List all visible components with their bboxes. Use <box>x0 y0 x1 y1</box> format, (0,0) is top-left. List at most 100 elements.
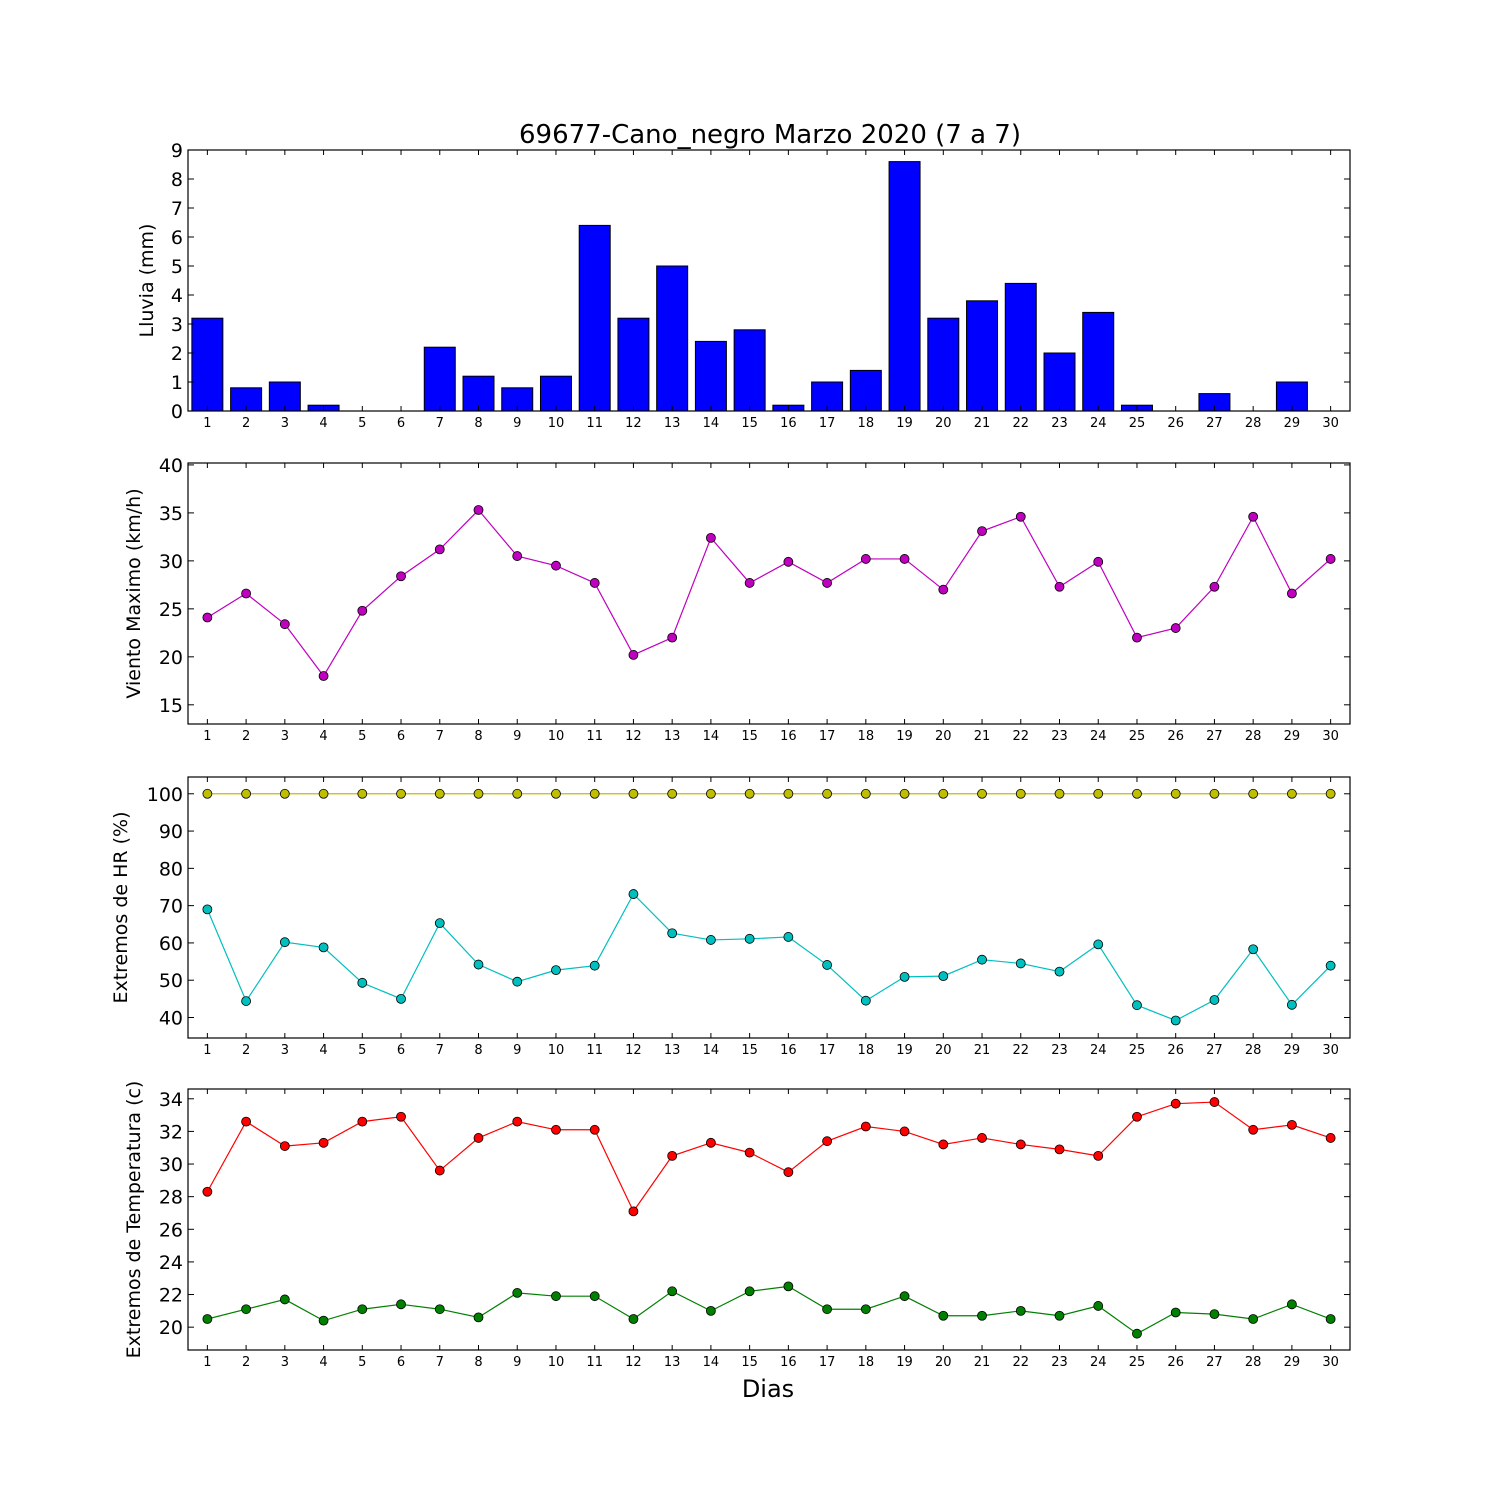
series-2-point <box>589 960 600 971</box>
series-2-point <box>241 996 252 1006</box>
x-tick-label: 4 <box>319 1355 327 1370</box>
x-tick-label: 11 <box>586 729 603 744</box>
series-2-point <box>1015 1305 1026 1316</box>
rain-bar <box>927 317 960 412</box>
series-1-point <box>1325 1133 1336 1143</box>
x-tick-label: 20 <box>935 729 952 744</box>
x-tick-label: 7 <box>436 729 444 744</box>
x-tick-label: 2 <box>242 1043 250 1058</box>
x-tick-label: 12 <box>625 1043 642 1058</box>
x-tick-label: 2 <box>242 729 250 744</box>
series-2-point <box>357 977 368 988</box>
y-tick-label: 40 <box>159 455 183 477</box>
series-1-point <box>977 526 987 537</box>
y-axis-label: Extremos de HR (%) <box>110 811 132 1003</box>
x-tick-label: 19 <box>896 1043 913 1058</box>
x-tick-label: 3 <box>281 729 289 744</box>
x-tick-label: 27 <box>1206 1043 1223 1058</box>
x-tick-label: 22 <box>1012 1355 1029 1370</box>
y-tick-label: 4 <box>171 285 183 307</box>
panel-3: 1 2 3 4 5 6 7 8 9 10 11 12 13 14 15 16 17 18 19 20 21 22 23 24 2… <box>110 776 1351 1058</box>
series-1-point <box>860 788 871 799</box>
y-tick-label: 24 <box>159 1252 183 1274</box>
series-1-point <box>241 588 252 599</box>
x-tick-label: 25 <box>1129 416 1146 431</box>
series-1-point <box>551 560 561 571</box>
x-tick-label: 28 <box>1245 416 1262 431</box>
series-1-point <box>744 788 755 799</box>
series-1-point <box>744 578 755 588</box>
series-1-point <box>1170 1098 1181 1109</box>
x-tick-label: 29 <box>1284 416 1301 431</box>
series-2-point <box>241 1304 252 1315</box>
series-1-point <box>551 1124 561 1135</box>
x-tick-label: 21 <box>974 416 991 431</box>
rain-bar <box>656 265 689 412</box>
x-tick-label: 22 <box>1012 729 1029 744</box>
series-1-point <box>1093 556 1104 567</box>
series-1-point <box>589 1124 600 1135</box>
y-tick-label: 0 <box>171 401 183 423</box>
y-axis-label: Lluvia (mm) <box>136 224 158 338</box>
y-tick-label: 8 <box>171 169 183 191</box>
y-tick-label: 100 <box>147 784 183 806</box>
series-1-point <box>551 788 561 799</box>
x-tick-label: 13 <box>664 729 681 744</box>
x-tick-label: 20 <box>935 1043 952 1058</box>
x-tick-label: 19 <box>896 1355 913 1370</box>
x-tick-label: 3 <box>281 1043 289 1058</box>
x-tick-label: 8 <box>474 1043 482 1058</box>
panel-2: 1 2 3 4 5 6 7 8 9 10 11 12 13 14 15 16 17 18 19 20 21 22 23 24 2… <box>123 455 1351 744</box>
y-axis-label: Viento Maximo (km/h) <box>123 488 145 698</box>
x-tick-label: 2 <box>242 1355 250 1370</box>
series-1-point <box>1209 1097 1220 1107</box>
y-tick-label: 22 <box>159 1285 183 1307</box>
x-tick-label: 16 <box>780 1355 797 1370</box>
series-1-point <box>1054 788 1065 799</box>
series-1-point <box>1132 788 1142 799</box>
series-2-point <box>744 933 755 944</box>
series-2-point <box>551 1291 561 1302</box>
x-tick-label: 16 <box>780 729 797 744</box>
x-tick-label: 23 <box>1051 1043 1068 1058</box>
series-1-point <box>1325 788 1336 799</box>
series-1-point <box>628 1206 639 1217</box>
y-tick-label: 3 <box>171 314 183 336</box>
rain-bar <box>578 224 611 412</box>
series-1-point <box>434 788 445 799</box>
series-1-point <box>434 544 445 555</box>
series-2-point <box>473 1312 484 1323</box>
x-tick-label: 8 <box>474 729 482 744</box>
x-tick-label: 7 <box>436 1355 444 1370</box>
x-tick-label: 14 <box>703 416 720 431</box>
series-1-point <box>1093 788 1104 799</box>
series-1-point <box>706 532 716 543</box>
rain-bar <box>617 317 650 412</box>
series-2-point <box>938 1310 949 1321</box>
series-1-point <box>783 788 794 799</box>
series-1-point <box>938 584 949 595</box>
x-tick-label: 14 <box>703 1043 720 1058</box>
x-tick-label: 20 <box>935 416 952 431</box>
x-tick-label: 18 <box>858 1355 875 1370</box>
series-1-point <box>628 788 639 799</box>
series-2-point <box>899 1291 910 1302</box>
series-line-2 <box>206 893 1332 1022</box>
series-2-point <box>1287 1299 1297 1310</box>
x-tick-label: 18 <box>858 1043 875 1058</box>
x-tick-label: 9 <box>513 729 521 744</box>
series-1-point <box>1015 788 1026 799</box>
series-1-point <box>357 1116 368 1127</box>
series-1-point <box>1287 588 1297 599</box>
series-1-point <box>473 788 484 799</box>
x-tick-label: 16 <box>780 1043 797 1058</box>
x-tick-label: 15 <box>741 1043 758 1058</box>
series-1-point <box>202 1186 213 1197</box>
rain-bar <box>888 161 921 412</box>
series-1-point <box>512 551 523 561</box>
series-2-point <box>667 928 678 939</box>
series-1-point <box>589 788 600 799</box>
series-1-point <box>279 788 290 799</box>
rain-bar <box>733 329 766 412</box>
